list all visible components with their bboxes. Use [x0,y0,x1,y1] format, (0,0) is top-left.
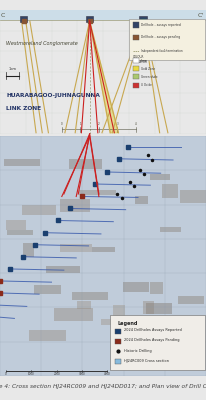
Bar [46,266,80,273]
Bar [133,35,139,40]
Text: 3000: 3000 [78,372,85,376]
Bar [6,220,26,230]
FancyBboxPatch shape [129,19,205,60]
Text: 0: 0 [61,122,63,126]
Text: 1: 1 [80,122,81,126]
Bar [123,282,149,292]
Bar [146,303,172,314]
Text: Green shale: Green shale [141,75,158,79]
Polygon shape [90,21,118,133]
Text: Independent fault/termination: Independent fault/termination [141,49,183,53]
Text: HJ24RC009 Cross section: HJ24RC009 Cross section [124,359,169,363]
Bar [162,184,178,198]
Bar [79,190,116,195]
Bar [115,329,121,334]
Text: 1000: 1000 [28,372,35,376]
Text: 4000: 4000 [104,372,110,376]
Bar [0,10,206,20]
Bar [133,66,139,71]
Bar [171,330,187,335]
Text: HUARABAGOO-JUHNAGUNNA: HUARABAGOO-JUHNAGUNNA [6,93,100,98]
Bar [20,16,27,22]
Text: 3: 3 [117,122,118,126]
Text: Drillhole - assays reported: Drillhole - assays reported [141,23,181,27]
Text: Figure 4: Cross section HJ24RC009 and HJ24DD017; and Plan view of Drill Collars: Figure 4: Cross section HJ24RC009 and HJ… [0,384,206,389]
Text: Historic Drilling: Historic Drilling [124,348,151,352]
Bar [135,196,148,204]
Text: Legend: Legend [117,321,138,326]
Bar [133,82,139,88]
Bar [23,243,34,257]
Text: LINK ZONE: LINK ZONE [6,106,41,112]
Text: 2024 Drillholes Assays Reported: 2024 Drillholes Assays Reported [124,328,181,332]
Bar [86,16,93,22]
Bar [7,230,33,235]
Text: Lime: Lime [141,59,148,63]
Text: Drillhole - assays pending: Drillhole - assays pending [141,35,180,39]
Bar [178,296,204,304]
Text: C: C [1,13,5,18]
Bar [115,359,121,364]
FancyBboxPatch shape [110,315,205,370]
Bar [91,246,115,252]
Text: U Oxide: U Oxide [141,83,152,87]
Bar [69,159,102,170]
Text: 1km: 1km [8,66,16,70]
Bar [133,22,139,28]
Bar [72,292,108,300]
Bar [77,301,91,309]
Bar [139,16,147,22]
Bar [113,305,125,319]
Bar [115,339,121,344]
Bar [34,285,61,294]
Bar [150,282,163,294]
Text: C': C' [198,13,204,18]
Text: Gold Zone: Gold Zone [141,67,155,71]
Text: Westmoreland Conglomerate: Westmoreland Conglomerate [6,41,78,46]
Bar [54,308,93,321]
Bar [114,317,133,325]
Bar [133,74,139,80]
Text: COLOUR
INDICATOR: COLOUR INDICATOR [133,55,148,64]
Bar [4,159,40,166]
Bar [29,330,66,341]
Text: 4: 4 [135,122,137,126]
Text: 2024 Drillholes Assays Pending: 2024 Drillholes Assays Pending [124,338,179,342]
Bar [133,58,139,63]
Text: 2000: 2000 [53,372,60,376]
Bar [60,244,92,252]
Bar [60,198,90,212]
Bar [101,320,136,325]
Bar [180,190,206,203]
Bar [22,205,56,215]
Text: 2: 2 [98,122,100,126]
Bar [143,301,154,314]
Text: 0: 0 [5,372,7,376]
Bar [160,227,180,232]
Bar [150,174,170,180]
